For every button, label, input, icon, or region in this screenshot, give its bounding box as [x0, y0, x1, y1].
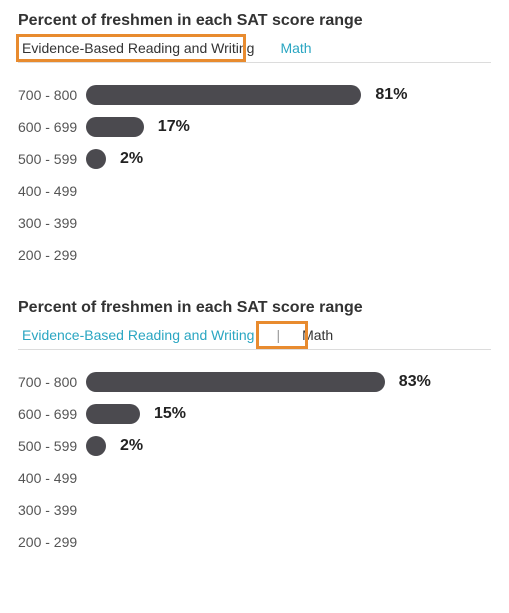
bar-label: 400 - 499 [18, 183, 86, 199]
chart-math: Percent of freshmen in each SAT score ra… [18, 299, 491, 558]
bar-value: 15% [154, 405, 186, 423]
chart-title: Percent of freshmen in each SAT score ra… [18, 299, 491, 317]
bar-value: 17% [158, 118, 190, 136]
bar-row: 400 - 499 [18, 175, 491, 207]
tab-erw[interactable]: Evidence-Based Reading and Writing [18, 38, 258, 58]
bar-area [86, 149, 106, 169]
bar-label: 300 - 399 [18, 502, 86, 518]
bar [86, 404, 140, 424]
bar-row: 300 - 399 [18, 207, 491, 239]
tab-erw[interactable]: Evidence-Based Reading and Writing [18, 325, 258, 345]
bar-row: 700 - 800 83% [18, 366, 491, 398]
bar-value: 83% [399, 373, 431, 391]
bar-area [86, 436, 106, 456]
bar-row: 300 - 399 [18, 494, 491, 526]
bar-label: 700 - 800 [18, 87, 86, 103]
bar-row: 600 - 699 17% [18, 111, 491, 143]
tabs: Evidence-Based Reading and Writing | Mat… [18, 325, 491, 350]
bar-value: 2% [120, 150, 143, 168]
bar-label: 700 - 800 [18, 374, 86, 390]
bar-label: 300 - 399 [18, 215, 86, 231]
bar-label: 600 - 699 [18, 406, 86, 422]
bar-value: 81% [375, 86, 407, 104]
bar-label: 200 - 299 [18, 247, 86, 263]
bar-area [86, 117, 144, 137]
bar-area [86, 372, 385, 392]
bar-row: 400 - 499 [18, 462, 491, 494]
chart-erw: Percent of freshmen in each SAT score ra… [18, 12, 491, 271]
bars-math: 700 - 800 83% 600 - 699 15% 500 - 599 2% 400 -… [18, 366, 491, 558]
bar [86, 117, 144, 137]
bar-label: 600 - 699 [18, 119, 86, 135]
bar-label: 500 - 599 [18, 438, 86, 454]
bar-row: 500 - 599 2% [18, 430, 491, 462]
bar-area [86, 85, 361, 105]
bar-row: 200 - 299 [18, 239, 491, 271]
tab-math[interactable]: Math [276, 38, 315, 58]
tab-math[interactable]: Math [298, 325, 337, 345]
bar-label: 200 - 299 [18, 534, 86, 550]
bar-value: 2% [120, 437, 143, 455]
bars-erw: 700 - 800 81% 600 - 699 17% 500 - 599 2% 400 -… [18, 79, 491, 271]
bar-row: 500 - 599 2% [18, 143, 491, 175]
chart-title: Percent of freshmen in each SAT score ra… [18, 12, 491, 30]
bar-area [86, 404, 140, 424]
bar-row: 600 - 699 15% [18, 398, 491, 430]
bar [86, 372, 385, 392]
bar [86, 149, 106, 169]
tabs: Evidence-Based Reading and Writing Math [18, 38, 491, 63]
bar-label: 500 - 599 [18, 151, 86, 167]
bar-row: 200 - 299 [18, 526, 491, 558]
tab-separator: | [276, 327, 280, 343]
bar-label: 400 - 499 [18, 470, 86, 486]
bar [86, 436, 106, 456]
bar-row: 700 - 800 81% [18, 79, 491, 111]
bar [86, 85, 361, 105]
